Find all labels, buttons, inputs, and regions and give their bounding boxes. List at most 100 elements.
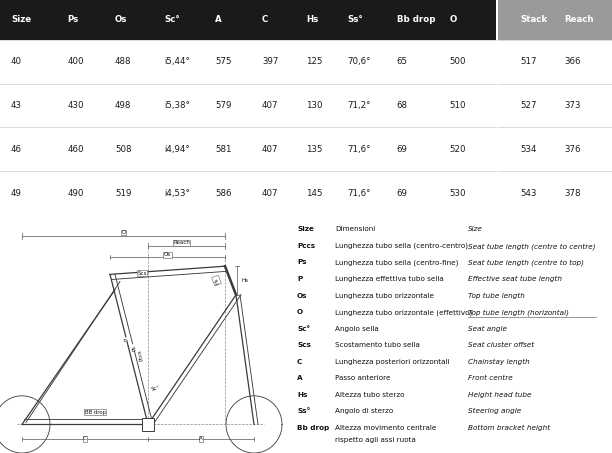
Text: Pccs: Pccs xyxy=(297,243,315,249)
Text: P: P xyxy=(124,337,130,341)
Text: Ps: Ps xyxy=(297,260,307,265)
Text: 519: 519 xyxy=(115,189,132,198)
Text: i5,44°: i5,44° xyxy=(164,57,190,66)
Text: BB drop: BB drop xyxy=(84,410,105,414)
Text: Seat tube length (centre to top): Seat tube length (centre to top) xyxy=(468,260,584,266)
Text: Seat cluster offset: Seat cluster offset xyxy=(468,342,534,348)
Text: 510: 510 xyxy=(450,101,466,110)
Text: 517: 517 xyxy=(520,57,537,66)
Text: O: O xyxy=(450,15,457,24)
Text: 69: 69 xyxy=(397,145,408,154)
Text: C: C xyxy=(262,15,268,24)
Text: Height head tube: Height head tube xyxy=(468,392,531,398)
Text: Steering angle: Steering angle xyxy=(468,408,521,414)
Text: i4,53°: i4,53° xyxy=(164,189,190,198)
Bar xyxy=(0,0,496,40)
Text: A: A xyxy=(297,375,302,381)
Text: Hs: Hs xyxy=(306,15,318,24)
Text: Lunghezza posteriori orizzontali: Lunghezza posteriori orizzontali xyxy=(335,359,449,365)
Text: 407: 407 xyxy=(262,145,278,154)
Text: A: A xyxy=(215,15,222,24)
Text: Scs: Scs xyxy=(137,271,147,276)
Text: Lunghezza effettiva tubo sella: Lunghezza effettiva tubo sella xyxy=(335,276,444,282)
Text: Size: Size xyxy=(297,226,314,232)
Text: 520: 520 xyxy=(450,145,466,154)
Text: Chainstay length: Chainstay length xyxy=(468,359,530,365)
Text: 135: 135 xyxy=(306,145,323,154)
Text: Altezza movimento centrale: Altezza movimento centrale xyxy=(335,425,436,431)
Text: 430: 430 xyxy=(67,101,84,110)
Text: 490: 490 xyxy=(67,189,84,198)
Text: 145: 145 xyxy=(306,189,323,198)
Text: 376: 376 xyxy=(564,145,581,154)
Text: Reach: Reach xyxy=(564,15,594,24)
Text: 71,2°: 71,2° xyxy=(348,101,371,110)
Bar xyxy=(498,0,612,40)
Text: Angolo di sterzo: Angolo di sterzo xyxy=(335,408,394,414)
Text: Lunghezza tubo sella (centro-fine): Lunghezza tubo sella (centro-fine) xyxy=(335,260,458,266)
Text: Altezza tubo sterzo: Altezza tubo sterzo xyxy=(335,392,405,398)
Text: 125: 125 xyxy=(306,57,323,66)
Text: 488: 488 xyxy=(115,57,132,66)
Text: 581: 581 xyxy=(215,145,232,154)
Text: Lunghezza tubo orizzontale: Lunghezza tubo orizzontale xyxy=(335,293,434,299)
Text: 68: 68 xyxy=(397,101,408,110)
Text: Seat tube length (centre to centre): Seat tube length (centre to centre) xyxy=(468,243,595,250)
Text: Front centre: Front centre xyxy=(468,375,513,381)
Text: Pccs: Pccs xyxy=(137,348,145,361)
Text: Bb drop: Bb drop xyxy=(397,15,435,24)
Text: Seat angle: Seat angle xyxy=(468,326,507,332)
Text: Top tube length: Top tube length xyxy=(468,293,525,299)
Text: 71,6°: 71,6° xyxy=(348,189,371,198)
Text: Ss°: Ss° xyxy=(297,408,310,414)
Text: 397: 397 xyxy=(262,57,278,66)
Text: Size: Size xyxy=(468,226,483,232)
Text: 71,6°: 71,6° xyxy=(348,145,371,154)
Text: Dimensioni: Dimensioni xyxy=(335,226,375,232)
Text: 534: 534 xyxy=(520,145,537,154)
Text: 498: 498 xyxy=(115,101,132,110)
Text: Top tube length (horizontal): Top tube length (horizontal) xyxy=(468,309,569,316)
Text: Lunghezza tubo sella (centro-centro): Lunghezza tubo sella (centro-centro) xyxy=(335,243,468,250)
Text: Os: Os xyxy=(115,15,127,24)
Text: 378: 378 xyxy=(564,189,581,198)
Text: rispetto agli assi ruota: rispetto agli assi ruota xyxy=(335,437,416,443)
Text: O: O xyxy=(297,309,303,315)
Text: Scostamento tubo sella: Scostamento tubo sella xyxy=(335,342,420,348)
Text: i4,94°: i4,94° xyxy=(164,145,190,154)
Text: 366: 366 xyxy=(564,57,581,66)
Text: 70,6°: 70,6° xyxy=(348,57,371,66)
Text: 579: 579 xyxy=(215,101,232,110)
Text: Bottom bracket height: Bottom bracket height xyxy=(468,425,550,431)
Text: Ps: Ps xyxy=(131,344,137,351)
Text: Os: Os xyxy=(164,252,171,257)
Text: 407: 407 xyxy=(262,101,278,110)
Text: Sc°: Sc° xyxy=(297,326,310,332)
Text: Hs: Hs xyxy=(213,276,220,284)
Text: A: A xyxy=(199,436,203,441)
Text: 530: 530 xyxy=(450,189,466,198)
Text: Hs: Hs xyxy=(297,392,307,398)
Text: Ss°: Ss° xyxy=(348,15,364,24)
Text: 46: 46 xyxy=(11,145,22,154)
Text: 373: 373 xyxy=(564,101,581,110)
Bar xyxy=(142,418,154,430)
Text: Size: Size xyxy=(11,15,31,24)
Text: Os: Os xyxy=(297,293,307,299)
Text: 460: 460 xyxy=(67,145,84,154)
Text: 586: 586 xyxy=(215,189,232,198)
Text: 500: 500 xyxy=(450,57,466,66)
Text: Scs: Scs xyxy=(297,342,311,348)
Text: C: C xyxy=(297,359,302,365)
Text: Hs: Hs xyxy=(241,278,248,283)
Text: O: O xyxy=(121,230,126,235)
Text: 65: 65 xyxy=(397,57,408,66)
Text: 575: 575 xyxy=(215,57,232,66)
Text: Reach: Reach xyxy=(173,240,190,245)
Text: 400: 400 xyxy=(67,57,84,66)
Text: Lunghezza tubo orizzontale (effettivo): Lunghezza tubo orizzontale (effettivo) xyxy=(335,309,472,316)
Text: 527: 527 xyxy=(520,101,537,110)
Text: 69: 69 xyxy=(397,189,408,198)
Text: Sc°: Sc° xyxy=(151,385,161,392)
Text: i5,38°: i5,38° xyxy=(164,101,190,110)
